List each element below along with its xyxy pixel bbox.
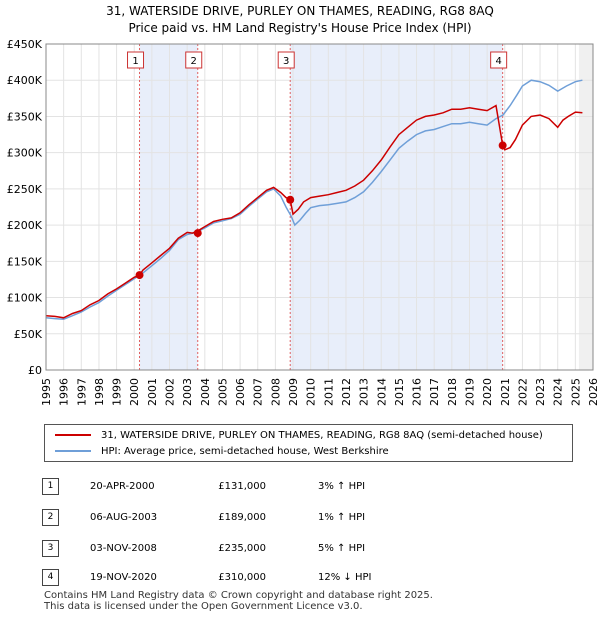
legend-item-hpi: HPI: Average price, semi-detached house,…: [55, 443, 389, 459]
x-tick-label: 2007: [252, 378, 265, 406]
x-tick-label: 2021: [499, 378, 512, 406]
forecast-band: [578, 44, 593, 370]
legend-label-hpi: HPI: Average price, semi-detached house,…: [101, 445, 389, 457]
x-tick-label: 2023: [534, 378, 547, 406]
sale-number-label: 3: [283, 56, 289, 67]
x-tick-label: 1996: [58, 378, 71, 406]
row-date: 06-AUG-2003: [90, 512, 158, 523]
row-number-badge: 3: [42, 540, 59, 557]
table-row: 3 03-NOV-2008 £235,000 5% ↑ HPI: [42, 538, 582, 558]
x-tick-label: 2015: [393, 378, 406, 406]
x-tick-label: 2014: [375, 378, 388, 406]
price-chart: 1 2 3 4 £0 £50K £100K £150K £200K £250K £300K £350…: [7, 38, 600, 406]
x-tick-label: 2016: [411, 378, 424, 406]
chart-title: 31, WATERSIDE DRIVE, PURLEY ON THAMES, R…: [106, 4, 494, 18]
sale-number-box: [127, 51, 145, 69]
table-row: 1 20-APR-2000 £131,000 3% ↑ HPI: [42, 476, 582, 496]
x-tick-label: 2025: [569, 378, 582, 406]
sale-point: [286, 195, 295, 204]
row-hpi-change: 1% ↑ HPI: [318, 512, 366, 523]
x-tick-label: 1997: [75, 378, 88, 406]
y-tick-label: £250K: [7, 183, 43, 196]
x-tick-label: 2012: [340, 378, 353, 406]
row-price: £189,000: [218, 512, 266, 523]
x-tick-label: 2010: [305, 378, 318, 406]
x-tick-label: 2019: [463, 378, 476, 406]
x-tick-label: 2024: [552, 378, 565, 406]
y-tick-label: £100K: [7, 292, 43, 305]
footer-licence: This data is licensed under the Open Gov…: [44, 601, 363, 612]
x-tick-label: 2000: [128, 378, 141, 406]
sale-number-label: 1: [132, 56, 138, 67]
x-tick-label: 1995: [40, 378, 53, 406]
x-tick-label: 2011: [322, 378, 335, 406]
footer: Contains HM Land Registry data © Crown c…: [44, 590, 433, 612]
x-tick-label: 2005: [216, 378, 229, 406]
row-number-badge: 1: [42, 478, 59, 495]
x-tick-label: 2018: [446, 378, 459, 406]
y-tick-label: £50K: [14, 328, 43, 341]
x-tick-label: 2013: [358, 378, 371, 406]
y-tick-label: £200K: [7, 219, 43, 232]
table-row: 2 06-AUG-2003 £189,000 1% ↑ HPI: [42, 507, 582, 527]
x-tick-label: 2001: [146, 378, 159, 406]
x-tick-label: 2020: [481, 378, 494, 406]
row-date: 20-APR-2000: [90, 481, 155, 492]
legend-label-property: 31, WATERSIDE DRIVE, PURLEY ON THAMES, R…: [101, 429, 543, 441]
x-tick-label: 1999: [111, 378, 124, 406]
x-tick-label: 2026: [587, 378, 600, 406]
row-hpi-change: 12% ↓ HPI: [318, 572, 372, 583]
x-tick-label: 2003: [181, 378, 194, 406]
x-tick-label: 2004: [199, 378, 212, 406]
row-price: £131,000: [218, 481, 266, 492]
x-tick-label: 2006: [234, 378, 247, 406]
plot-frame: [45, 43, 594, 371]
legend: 31, WATERSIDE DRIVE, PURLEY ON THAMES, R…: [44, 424, 573, 462]
legend-item-property: 31, WATERSIDE DRIVE, PURLEY ON THAMES, R…: [55, 427, 543, 443]
row-hpi-change: 3% ↑ HPI: [318, 481, 366, 492]
x-tick-label: 2009: [287, 378, 300, 406]
x-tick-label: 2017: [428, 378, 441, 406]
row-number-badge: 2: [42, 509, 59, 526]
footer-copyright: Contains HM Land Registry data © Crown c…: [44, 590, 433, 601]
row-number-badge: 4: [42, 569, 59, 586]
y-tick-label: £300K: [7, 147, 43, 160]
sale-number-label: 4: [495, 56, 501, 67]
x-tick-label: 2022: [516, 378, 529, 406]
y-tick-label: £450K: [7, 38, 43, 51]
y-tick-label: £0: [28, 364, 42, 377]
row-date: 03-NOV-2008: [90, 543, 157, 554]
chart-subtitle: Price paid vs. HM Land Registry's House …: [128, 21, 472, 35]
sale-point: [135, 271, 144, 280]
table-row: 4 19-NOV-2020 £310,000 12% ↓ HPI: [42, 567, 582, 587]
x-tick-label: 1998: [93, 378, 106, 406]
sale-number-box: [277, 51, 295, 69]
ownership-band: [139, 44, 198, 370]
x-tick-label: 2002: [164, 378, 177, 406]
sale-point: [193, 229, 202, 238]
row-date: 19-NOV-2020: [90, 572, 157, 583]
y-tick-label: £150K: [7, 255, 43, 268]
legend-swatch-hpi: [55, 450, 91, 452]
row-hpi-change: 5% ↑ HPI: [318, 543, 366, 554]
x-tick-label: 2008: [269, 378, 282, 406]
legend-swatch-property: [55, 434, 91, 436]
sale-point: [498, 141, 507, 150]
sale-number-box: [490, 51, 508, 69]
sale-number-box: [185, 51, 203, 69]
sale-number-label: 2: [191, 56, 197, 67]
ownership-band: [290, 44, 503, 370]
row-price: £235,000: [218, 543, 266, 554]
y-tick-label: £400K: [7, 74, 43, 87]
y-tick-label: £350K: [7, 110, 43, 123]
row-price: £310,000: [218, 572, 266, 583]
